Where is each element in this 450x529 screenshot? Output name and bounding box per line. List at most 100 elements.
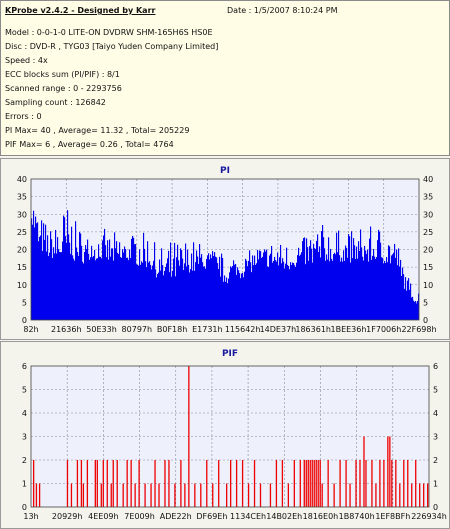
- pi-bar: [161, 248, 163, 320]
- pif-bar: [134, 483, 136, 507]
- pi-bar: [194, 270, 196, 320]
- pi-bar: [341, 257, 343, 320]
- pi-bar: [54, 253, 56, 320]
- pi-bar: [172, 270, 174, 320]
- pi-bar: [113, 260, 115, 320]
- pi-bar: [50, 231, 52, 320]
- pi-bar: [385, 263, 387, 320]
- pi-bar: [415, 300, 417, 320]
- pi-bar: [345, 245, 347, 320]
- y-tick-label-left: 35: [17, 193, 27, 202]
- pi-bar: [414, 301, 416, 320]
- pi-bar: [297, 255, 299, 320]
- pi-bar: [326, 254, 328, 320]
- pi-bar: [342, 261, 344, 320]
- pif-bar: [206, 460, 208, 507]
- x-tick-label: 1816E0h: [303, 512, 339, 521]
- pi-bar: [376, 257, 378, 320]
- y-tick-label-left: 5: [22, 386, 27, 395]
- pi-bar: [252, 255, 254, 320]
- pi-bar: [128, 260, 130, 320]
- pi-bar: [279, 257, 281, 320]
- pi-bar: [218, 268, 220, 320]
- pi-bar: [237, 267, 239, 320]
- pi-bar: [138, 265, 140, 320]
- y-tick-label-right: 6: [433, 362, 438, 371]
- pif-bars: [32, 366, 429, 507]
- pi-bar: [145, 261, 147, 320]
- pif-bar: [241, 460, 244, 507]
- pi-bar: [75, 221, 77, 320]
- pi-bar: [41, 220, 43, 320]
- pi-bar: [118, 254, 120, 320]
- pi-bar: [261, 257, 263, 320]
- pi-bar: [373, 248, 375, 320]
- pi-bar: [366, 254, 368, 320]
- pi-bar: [96, 258, 98, 320]
- pi-bar: [111, 248, 113, 320]
- pif-bar: [158, 483, 160, 507]
- pi-bar: [278, 265, 280, 320]
- pi-bar: [231, 267, 233, 320]
- pi-bar: [199, 244, 201, 320]
- scan-date: Date : 1/5/2007 8:10:24 PM: [227, 6, 338, 15]
- pi-bar: [360, 229, 362, 320]
- pi-bar: [150, 264, 152, 320]
- pi-bar: [336, 232, 338, 320]
- pi-bar: [140, 264, 142, 320]
- pi-bar: [183, 269, 185, 320]
- pi-bar: [209, 259, 211, 320]
- pi-bar: [203, 266, 205, 320]
- pif-bar: [365, 460, 367, 507]
- pi-bar: [40, 235, 42, 320]
- pi-bar: [239, 273, 241, 320]
- pi-bar: [409, 289, 411, 320]
- pif-bar: [423, 483, 425, 507]
- pi-bar: [195, 262, 197, 320]
- pi-bar: [71, 226, 73, 320]
- pi-bar: [87, 239, 89, 320]
- pi-bar: [103, 235, 105, 320]
- x-tick-label: 4EE09h: [88, 512, 118, 521]
- y-tick-label-left: 1: [22, 480, 27, 489]
- pif-bar: [427, 483, 429, 507]
- pi-bar: [220, 276, 222, 320]
- pi-bar: [255, 264, 257, 320]
- pif-bar: [188, 366, 190, 507]
- pi-bar: [187, 249, 189, 320]
- pi-bar: [46, 251, 48, 320]
- pi-bar: [367, 249, 369, 320]
- pif-bar: [327, 460, 329, 507]
- pi-bar: [115, 248, 117, 320]
- app-title: KProbe v2.4.2 - Designed by Karr: [5, 6, 155, 15]
- pi-bar: [353, 238, 355, 320]
- pi-bar: [375, 259, 377, 320]
- y-tick-label-right: 20: [423, 246, 433, 255]
- pi-bar: [330, 248, 332, 320]
- y-tick-label-right: 0: [423, 316, 428, 325]
- pi-bar: [37, 222, 39, 320]
- pi-bar: [73, 258, 75, 320]
- pi-bar: [233, 260, 235, 320]
- pi-bar: [108, 259, 110, 320]
- pi-bar: [379, 231, 381, 320]
- pi-bar: [260, 251, 262, 320]
- pif-bar: [86, 460, 89, 507]
- pi-bar: [58, 249, 60, 320]
- pi-bar: [242, 273, 244, 320]
- pi-bar: [346, 247, 348, 320]
- pi-bar: [402, 267, 404, 320]
- pi-bar: [296, 262, 298, 320]
- pi-bar: [295, 267, 297, 320]
- pif-bar: [333, 483, 335, 507]
- x-tick-label: 226934h: [411, 512, 447, 521]
- pif-bar: [269, 483, 272, 507]
- pi-bar: [55, 229, 57, 320]
- pi-bar: [262, 256, 264, 320]
- pi-bar: [151, 269, 153, 320]
- pi-bar: [371, 259, 373, 320]
- pi-bar: [34, 227, 36, 320]
- pi-bar: [91, 245, 93, 320]
- pi-bar: [244, 271, 246, 320]
- pi-bar: [359, 251, 361, 320]
